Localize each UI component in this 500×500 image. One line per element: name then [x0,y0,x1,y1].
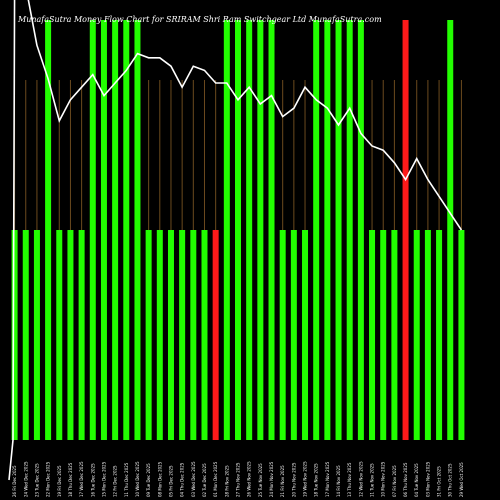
x-tick-label: 26 Fri Dec 2025 [12,465,17,497]
bar-27 [313,20,320,440]
x-tick-label: 27 Thu Nov 2025 [236,462,241,497]
bar-22 [257,20,264,440]
x-tick-label: 03 Wed Dec 2025 [191,461,196,497]
bar-28 [324,20,331,440]
x-tick-label: 03 Mon Nov 2025 [425,461,430,497]
bar-16 [190,230,197,440]
x-tick-label: 10 Mon Nov 2025 [381,461,386,497]
bar-5 [67,230,74,440]
x-tick-label: 24 Wed Dec 2025 [23,461,28,497]
bar-29 [335,20,342,440]
bar-26 [302,230,309,440]
bar-12 [145,230,152,440]
bar-3 [45,20,52,440]
x-tick-label: 10 Wed Dec 2025 [135,461,140,497]
x-tick-label: 16 Tue Dec 2025 [90,463,95,497]
x-tick-label: 05 Fri Dec 2025 [168,465,173,497]
bar-23 [268,20,275,440]
bar-17 [201,230,208,440]
bar-4 [56,230,63,440]
bar-21 [246,20,253,440]
bar-32 [369,230,376,440]
x-tick-label: 11 Tue Nov 2025 [370,463,375,497]
x-tick-label: 08 Mon Dec 2025 [157,461,162,497]
x-tick-label: 29 Wed Oct 2025 [459,462,464,497]
x-tick-label: 02 Tue Dec 2025 [202,463,207,497]
x-tick-label: 18 Tue Nov 2025 [314,463,319,497]
bar-1 [22,230,29,440]
bar-9 [112,20,119,440]
bar-40 [458,230,465,440]
bar-37 [424,230,431,440]
x-tick-label: 31 Fri Oct 2025 [437,466,442,497]
bar-34 [391,230,398,440]
bar-38 [436,230,443,440]
x-tick-label: 19 Fri Dec 2025 [57,465,62,497]
x-tick-label: 15 Mon Dec 2025 [101,461,106,497]
x-tick-label: 23 Tue Dec 2025 [34,463,39,497]
x-tick-label: 19 Wed Nov 2025 [303,461,308,497]
x-tick-label: 11 Thu Dec 2025 [124,462,129,497]
bar-13 [156,230,163,440]
x-tick-label: 04 Tue Nov 2025 [414,463,419,497]
bar-24 [279,230,286,440]
bar-33 [380,230,387,440]
x-tick-label: 04 Thu Dec 2025 [180,462,185,497]
bar-35 [402,20,409,440]
bar-19 [223,20,230,440]
x-tick-label: 09 Tue Dec 2025 [146,463,151,497]
bar-7 [89,20,96,440]
x-tick-label: 01 Mon Dec 2025 [213,461,218,497]
x-tick-label: 22 Mon Dec 2025 [46,461,51,497]
bar-39 [447,20,454,440]
x-tick-label: 06 Thu Nov 2025 [403,462,408,497]
x-tick-label: 12 Fri Dec 2025 [113,465,118,497]
bar-0 [11,230,18,440]
bar-20 [235,20,241,440]
bar-15 [179,230,186,440]
money-flow-line [8,0,463,481]
x-tick-label: 18 Thu Dec 2025 [68,462,73,497]
x-tick-label: 12 Wed Nov 2025 [358,461,363,497]
bar-2 [33,230,40,440]
bar-8 [100,20,107,440]
bar-layer [11,20,465,440]
x-tick-label: 26 Wed Nov 2025 [247,461,252,497]
bar-10 [123,20,130,440]
tick-layer: 26 Fri Dec 2025 24 Wed Dec 2025 23 Tue Dec… [12,461,464,497]
x-tick-label: 21 Fri Nov 2025 [280,465,285,497]
bar-30 [346,20,353,440]
x-tick-label: 20 Thu Nov 2025 [291,462,296,497]
chart-title: MunafaSutra Money Flow Chart for SRIRAM … [17,15,382,24]
line-layer [8,0,463,481]
x-tick-label: 28 Fri Nov 2025 [224,465,229,497]
x-tick-label: 17 Mon Nov 2025 [325,461,330,497]
bar-31 [357,20,364,440]
x-tick-label: 25 Tue Nov 2025 [258,463,263,497]
bar-36 [413,230,420,440]
bar-25 [290,230,297,440]
x-tick-label: 24 Mon Nov 2025 [269,461,274,497]
bar-18 [212,230,219,440]
x-tick-label: 30 Thu Oct 2025 [448,463,453,497]
x-tick-label: 13 Thu Nov 2025 [347,462,352,497]
bar-6 [78,230,85,440]
x-tick-label: 14 Fri Nov 2025 [336,465,341,497]
bar-14 [167,230,174,440]
bar-11 [134,20,141,440]
x-tick-label: 07 Fri Nov 2025 [392,465,397,497]
x-tick-label: 17 Wed Dec 2025 [79,461,84,497]
